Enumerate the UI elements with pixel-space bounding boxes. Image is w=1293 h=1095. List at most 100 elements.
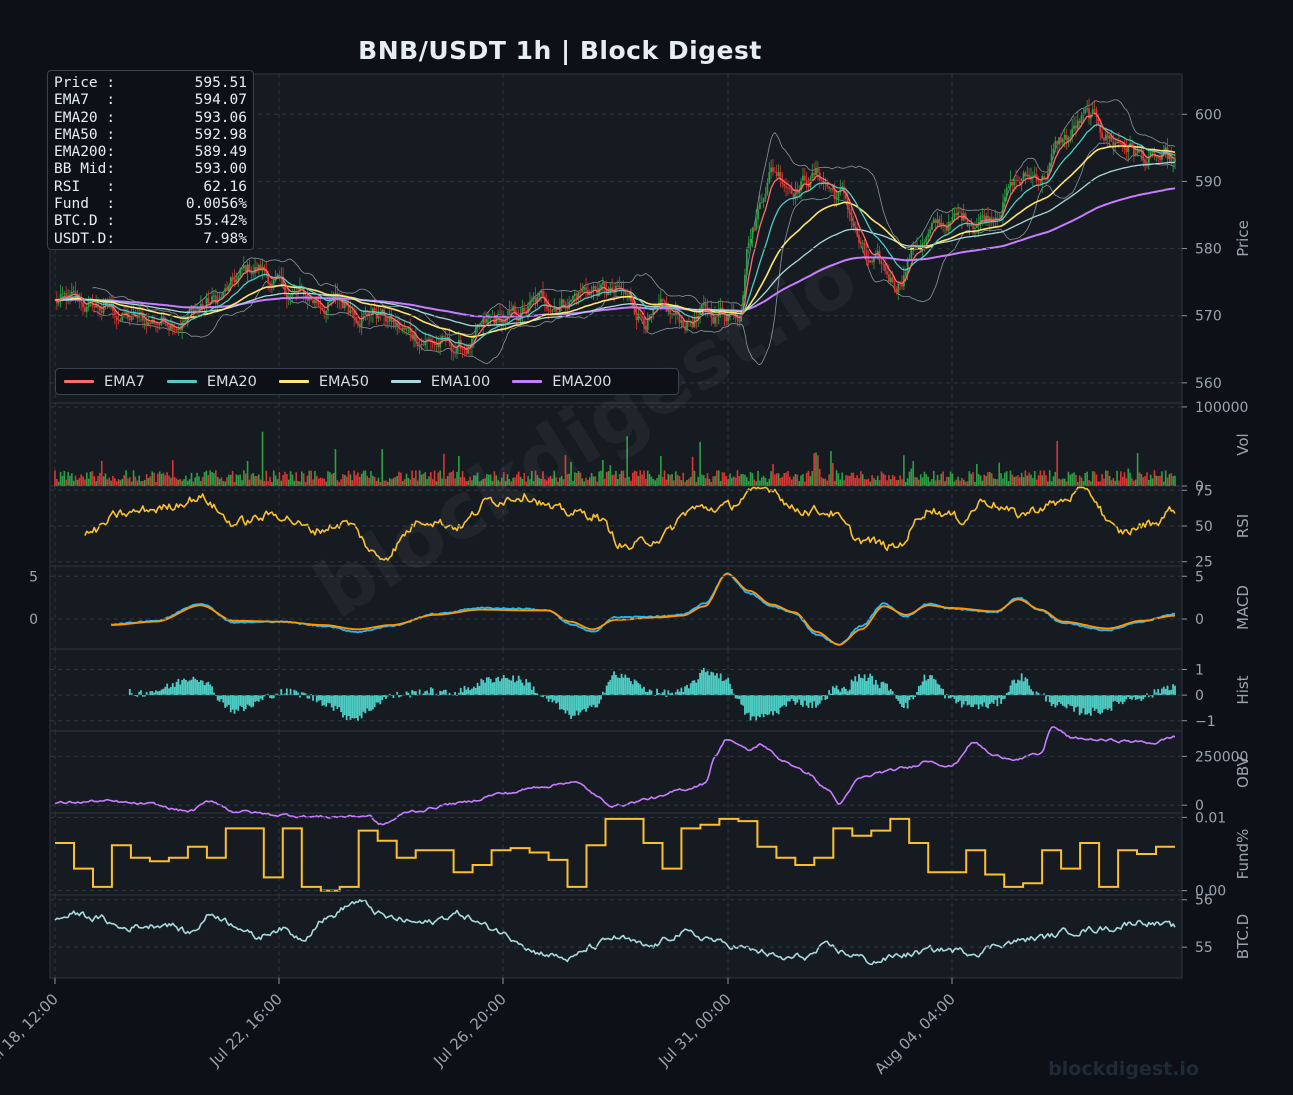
candle <box>1108 136 1111 139</box>
volume-bar <box>456 471 458 486</box>
volume-bar <box>641 474 643 486</box>
hist-bar <box>1138 695 1141 699</box>
hist-bar <box>282 694 285 696</box>
candle <box>1028 174 1031 180</box>
volume-bar <box>893 476 896 486</box>
y-tick-label: −1 <box>1195 714 1216 730</box>
candle <box>845 193 847 199</box>
candle <box>901 284 903 287</box>
volume-bar <box>128 477 131 486</box>
hist-bar <box>168 688 170 696</box>
hist-bar <box>461 692 464 696</box>
hist-bar <box>435 693 438 696</box>
candle <box>69 294 71 296</box>
volume-bar <box>1067 471 1070 486</box>
volume-bar <box>749 472 752 486</box>
hist-bar <box>815 695 817 708</box>
candle <box>299 286 301 292</box>
hist-bar <box>476 682 479 696</box>
candle <box>757 208 759 220</box>
candle <box>682 320 685 327</box>
volume-bar <box>516 474 518 486</box>
candle <box>573 293 576 296</box>
y-axis-label: RSI <box>1234 514 1252 538</box>
candle <box>607 292 610 296</box>
panel-frame <box>49 730 1183 814</box>
candle <box>289 295 292 299</box>
candle <box>742 295 744 312</box>
candle <box>940 222 943 226</box>
volume-bar <box>289 471 292 486</box>
hist-bar <box>757 695 759 717</box>
volume-bar <box>115 481 118 486</box>
volume-bar <box>1073 472 1075 486</box>
volume-bar <box>1101 473 1103 486</box>
volume-bar <box>1161 471 1163 486</box>
volume-bar <box>235 474 238 486</box>
candle <box>712 317 715 324</box>
hist-bar <box>134 695 137 696</box>
candle <box>72 291 75 293</box>
candle <box>828 186 830 189</box>
hist-bar <box>1095 695 1098 709</box>
volume-bar <box>785 472 787 486</box>
hist-bar <box>199 680 202 696</box>
candle <box>611 287 614 291</box>
hist-bar <box>884 683 887 696</box>
candle <box>486 318 488 323</box>
candle <box>1058 137 1060 145</box>
volume-bar <box>407 477 410 486</box>
candle <box>889 277 892 282</box>
volume-bar <box>665 479 668 486</box>
hist-bar <box>205 682 208 696</box>
volume-bar <box>1078 475 1081 486</box>
volume-bar <box>381 449 384 486</box>
hist-bar <box>904 695 907 703</box>
hist-bar <box>267 693 270 696</box>
hist-bar <box>646 692 649 696</box>
candle <box>162 316 165 318</box>
hist-bar <box>547 695 550 702</box>
hist-bar <box>1129 695 1132 699</box>
volume-bar <box>929 481 931 486</box>
volume-bar <box>394 476 397 486</box>
candle <box>658 302 660 305</box>
hist-bar <box>297 692 299 696</box>
candle <box>830 188 832 190</box>
hist-bar <box>1091 695 1094 708</box>
hist-bar <box>478 685 481 696</box>
volume-bar <box>792 476 795 486</box>
hist-bar <box>259 695 262 699</box>
volume-bar <box>1118 480 1120 486</box>
candle <box>420 344 423 345</box>
volume-bar <box>377 477 380 486</box>
volume-bar <box>91 471 94 486</box>
candle <box>390 315 393 322</box>
volume-bar <box>243 470 245 486</box>
volume-bar <box>1097 481 1100 486</box>
volume-bar <box>1090 481 1092 486</box>
hist-bar <box>390 695 393 696</box>
volume-bar <box>598 471 600 486</box>
hist-bar <box>357 695 359 722</box>
volume-bar <box>471 480 473 486</box>
hist-bar <box>525 679 528 696</box>
volume-bar <box>299 481 301 486</box>
candle <box>278 274 281 278</box>
candle <box>975 225 978 228</box>
hist-bar <box>710 671 713 696</box>
candle <box>601 282 604 285</box>
volume-bar <box>351 480 354 486</box>
hist-bar <box>256 695 258 701</box>
volume-bar <box>317 478 320 486</box>
hist-bar <box>854 676 857 696</box>
hist-bar <box>594 695 597 708</box>
volume-bar <box>839 479 842 486</box>
y-tick-label: 0.00 <box>1195 884 1226 900</box>
info-box: Price :595.51 EMA7 :594.07 EMA20 :593.06… <box>47 70 254 250</box>
volume-bar <box>575 473 578 486</box>
hist-bar <box>766 695 769 716</box>
volume-bar <box>388 478 391 486</box>
hist-bar <box>1123 695 1126 702</box>
hist-bar <box>269 695 271 698</box>
